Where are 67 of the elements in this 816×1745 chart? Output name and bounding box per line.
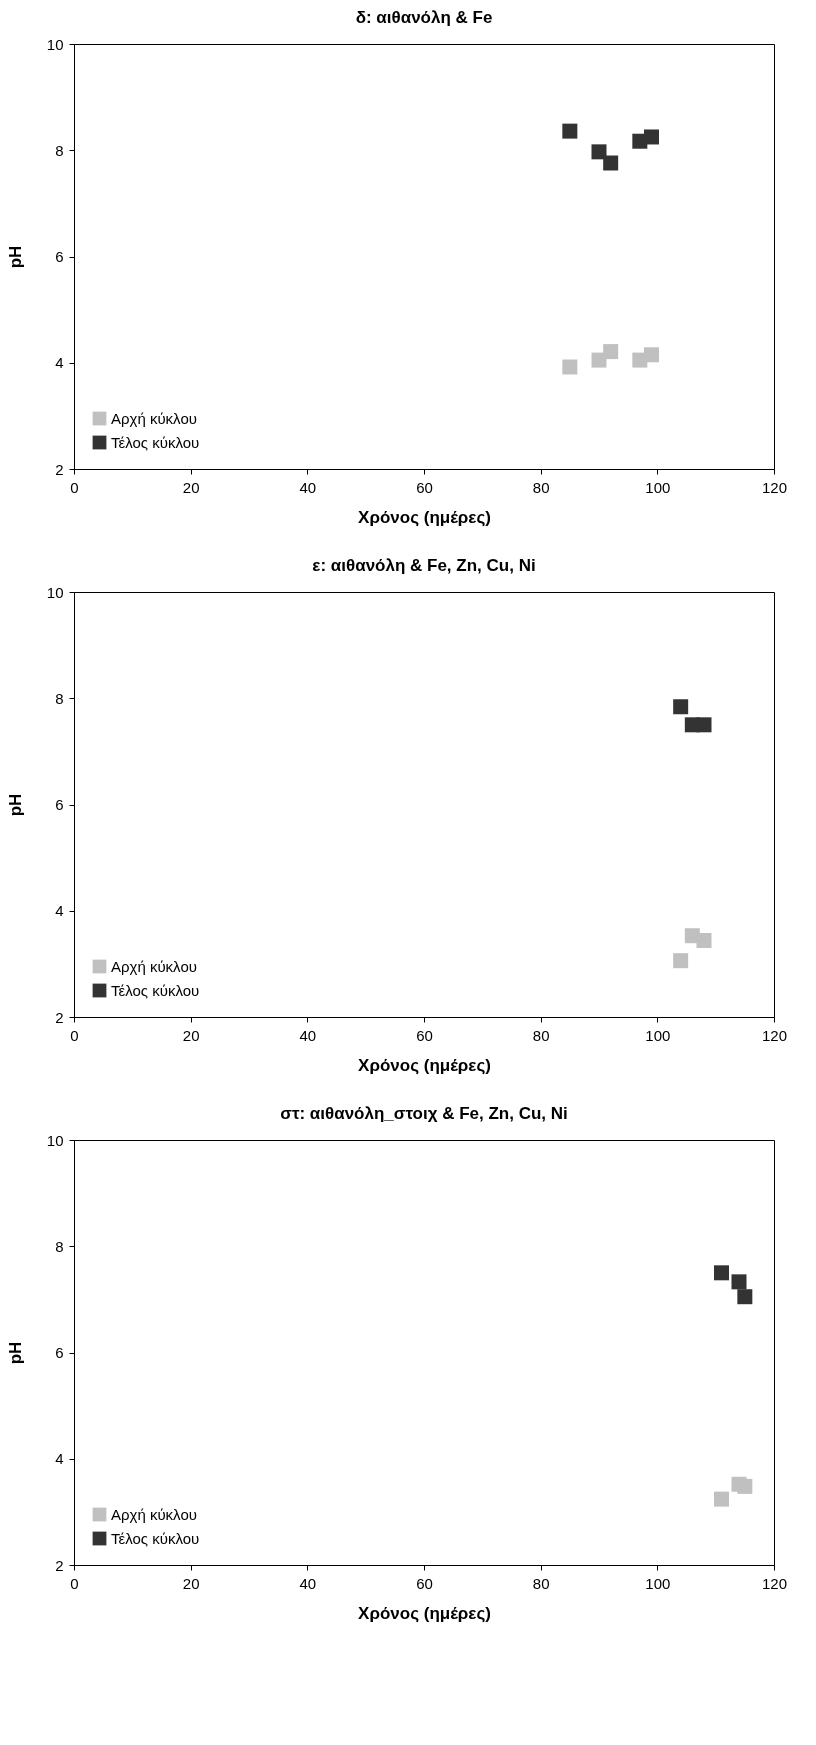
point xyxy=(737,1478,753,1494)
point xyxy=(696,933,712,948)
x-tick-label: 120 xyxy=(761,1026,788,1044)
y-tick-label: 4 xyxy=(55,1450,64,1468)
x-tick-label: 60 xyxy=(416,1026,433,1044)
y-tick-label: 2 xyxy=(55,1008,64,1026)
legend-label: Τέλος κύκλου xyxy=(111,1529,200,1547)
x-tick-label: 80 xyxy=(532,1574,550,1592)
x-tick-label: 40 xyxy=(299,1574,317,1592)
chart-title: δ: αιθανόλη & Fe xyxy=(355,8,493,27)
y-tick-label: 8 xyxy=(55,141,64,159)
y-axis-title: pH xyxy=(5,793,25,817)
point xyxy=(644,347,659,363)
x-tick-label: 100 xyxy=(645,1026,671,1044)
legend-label: Τέλος κύκλου xyxy=(111,981,200,999)
y-tick-label: 10 xyxy=(46,583,64,601)
y-tick-label: 6 xyxy=(55,796,64,813)
point xyxy=(696,717,712,733)
y-tick-label: 4 xyxy=(55,902,64,920)
x-tick-label: 20 xyxy=(182,1026,200,1044)
x-tick-label: 20 xyxy=(182,1574,200,1592)
x-tick-label: 0 xyxy=(70,478,79,496)
point xyxy=(603,155,619,171)
point xyxy=(731,1274,747,1290)
y-tick-label: 8 xyxy=(55,689,64,707)
x-tick-label: 100 xyxy=(645,1574,671,1592)
x-axis-title: Χρόνος (ημέρες) xyxy=(358,507,491,527)
x-tick-label: 100 xyxy=(645,478,671,496)
point xyxy=(737,1289,753,1305)
point xyxy=(714,1265,729,1281)
x-tick-label: 120 xyxy=(761,478,788,496)
point xyxy=(562,123,578,139)
x-tick-label: 20 xyxy=(182,478,200,496)
legend-label: Αρχή κύκλου xyxy=(111,957,197,975)
y-tick-label: 2 xyxy=(55,460,64,478)
x-axis-title: Χρόνος (ημέρες) xyxy=(358,1603,491,1623)
x-tick-label: 40 xyxy=(299,478,317,496)
chart-title: ε: αιθανόλη & Fe, Zn, Cu, Ni xyxy=(312,556,536,575)
legend-label: Αρχή κύκλου xyxy=(111,409,197,427)
y-tick-label: 6 xyxy=(55,248,64,265)
point xyxy=(591,144,607,160)
point xyxy=(673,953,689,969)
point xyxy=(673,699,689,715)
y-tick-label: 8 xyxy=(55,1237,64,1255)
point xyxy=(562,359,578,375)
y-tick-label: 4 xyxy=(55,354,64,372)
point xyxy=(603,344,619,360)
point xyxy=(714,1491,729,1507)
chart-title: στ: αιθανόλη_στοιχ & Fe, Zn, Cu, Ni xyxy=(280,1104,568,1123)
y-tick-label: 10 xyxy=(46,35,64,53)
point xyxy=(644,129,659,145)
x-tick-label: 40 xyxy=(299,1026,317,1044)
x-axis-title: Χρόνος (ημέρες) xyxy=(358,1055,491,1075)
x-tick-label: 60 xyxy=(416,1574,433,1592)
y-tick-label: 10 xyxy=(46,1131,64,1149)
y-tick-label: 2 xyxy=(55,1556,64,1574)
x-tick-label: 80 xyxy=(532,1026,550,1044)
x-tick-label: 0 xyxy=(70,1026,79,1044)
x-tick-label: 80 xyxy=(532,478,550,496)
y-tick-label: 6 xyxy=(55,1344,64,1361)
x-tick-label: 60 xyxy=(416,478,433,496)
legend-label: Τέλος κύκλου xyxy=(111,433,200,451)
y-axis-title: pH xyxy=(5,1341,25,1365)
x-tick-label: 0 xyxy=(70,1574,79,1592)
x-tick-label: 120 xyxy=(761,1574,788,1592)
legend-label: Αρχή κύκλου xyxy=(111,1505,197,1523)
y-axis-title: pH xyxy=(5,245,25,269)
